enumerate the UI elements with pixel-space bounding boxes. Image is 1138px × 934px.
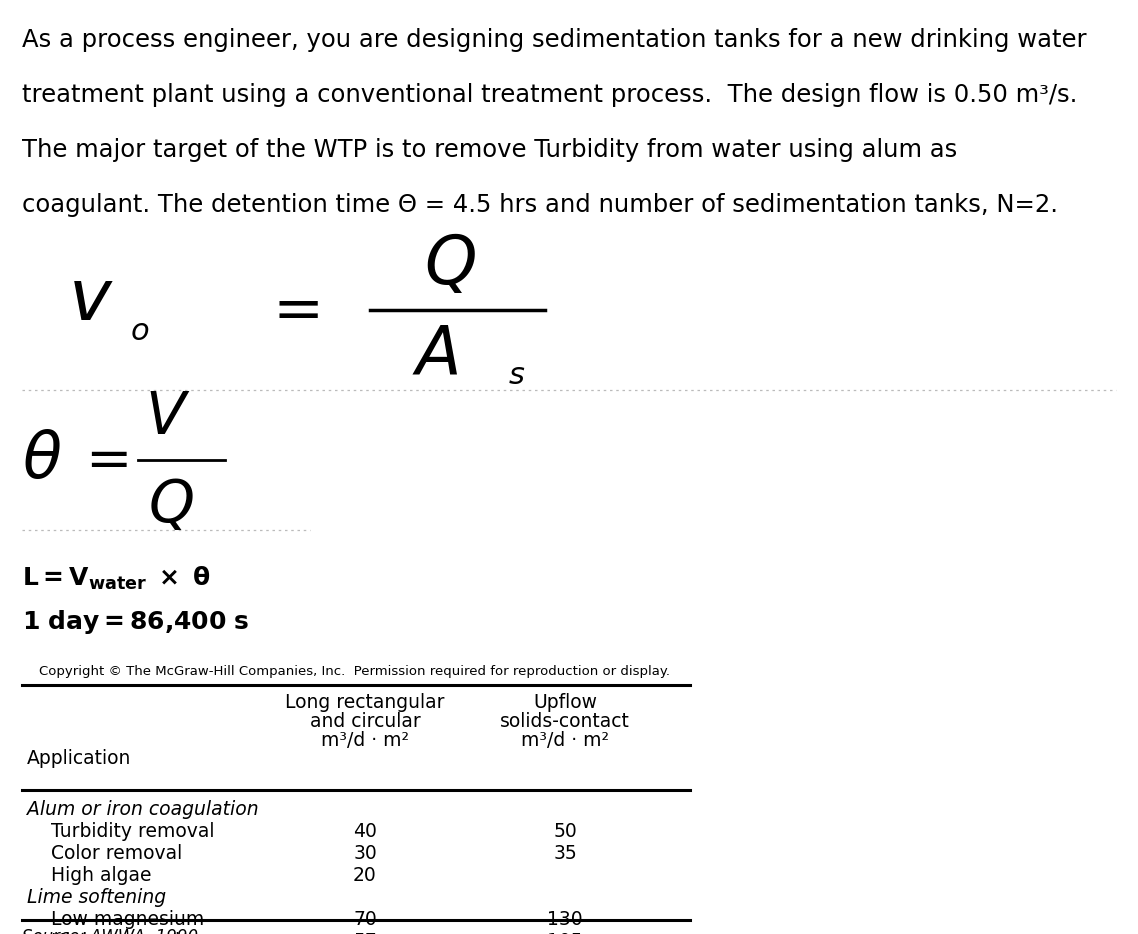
Text: $\mathit{s}$: $\mathit{s}$ xyxy=(508,361,526,389)
Text: $\mathit{V}$: $\mathit{V}$ xyxy=(145,389,190,446)
Text: Application: Application xyxy=(27,749,131,768)
Text: $\mathit{Q}$: $\mathit{Q}$ xyxy=(424,232,476,298)
Text: High magnesium: High magnesium xyxy=(27,932,211,934)
Text: 35: 35 xyxy=(553,844,577,863)
Text: Color removal: Color removal xyxy=(27,844,182,863)
Text: 40: 40 xyxy=(353,822,377,841)
Text: $\mathbf{1\ day = 86{,}400\ s}$: $\mathbf{1\ day = 86{,}400\ s}$ xyxy=(22,608,249,636)
Text: treatment plant using a conventional treatment process.  The design flow is 0.50: treatment plant using a conventional tre… xyxy=(22,83,1078,107)
Text: Upflow: Upflow xyxy=(533,693,597,712)
Text: $=$: $=$ xyxy=(75,433,129,487)
Text: 105: 105 xyxy=(547,932,583,934)
Text: $\mathit{v}$: $\mathit{v}$ xyxy=(68,265,114,334)
Text: 70: 70 xyxy=(353,910,377,929)
Text: Alum or iron coagulation: Alum or iron coagulation xyxy=(27,800,258,819)
Text: coagulant. The detention time Θ = 4.5 hrs and number of sedimentation tanks, N=2: coagulant. The detention time Θ = 4.5 hr… xyxy=(22,193,1058,217)
Text: $\mathit{Q}$: $\mathit{Q}$ xyxy=(148,476,193,533)
Text: m³/d · m²: m³/d · m² xyxy=(521,731,609,750)
Text: $\mathit{A}$: $\mathit{A}$ xyxy=(412,322,459,388)
Text: $\mathbf{L = V_{water}\ \times\ \theta}$: $\mathbf{L = V_{water}\ \times\ \theta}$ xyxy=(22,565,211,592)
Text: $\mathit{\theta}$: $\mathit{\theta}$ xyxy=(22,429,61,491)
Text: Lime softening: Lime softening xyxy=(27,888,166,907)
Text: Copyright © The McGraw-Hill Companies, Inc.  Permission required for reproductio: Copyright © The McGraw-Hill Companies, I… xyxy=(40,665,670,678)
Text: The major target of the WTP is to remove Turbidity from water using alum as: The major target of the WTP is to remove… xyxy=(22,138,957,162)
Text: Long rectangular: Long rectangular xyxy=(286,693,445,712)
Text: $\mathit{o}$: $\mathit{o}$ xyxy=(130,318,149,347)
Text: High algae: High algae xyxy=(27,866,151,885)
Text: 50: 50 xyxy=(553,822,577,841)
Text: and circular: and circular xyxy=(310,712,420,731)
Text: Source: AWWA, 1990.: Source: AWWA, 1990. xyxy=(22,928,204,934)
Text: As a process engineer, you are designing sedimentation tanks for a new drinking : As a process engineer, you are designing… xyxy=(22,28,1087,52)
Text: 20: 20 xyxy=(353,866,377,885)
Text: 57: 57 xyxy=(353,932,377,934)
Text: $=$: $=$ xyxy=(261,280,320,339)
Text: Turbidity removal: Turbidity removal xyxy=(27,822,214,841)
Text: 130: 130 xyxy=(547,910,583,929)
Text: Low magnesium: Low magnesium xyxy=(27,910,204,929)
Text: solids-contact: solids-contact xyxy=(500,712,630,731)
Text: m³/d · m²: m³/d · m² xyxy=(321,731,409,750)
Text: 30: 30 xyxy=(353,844,377,863)
